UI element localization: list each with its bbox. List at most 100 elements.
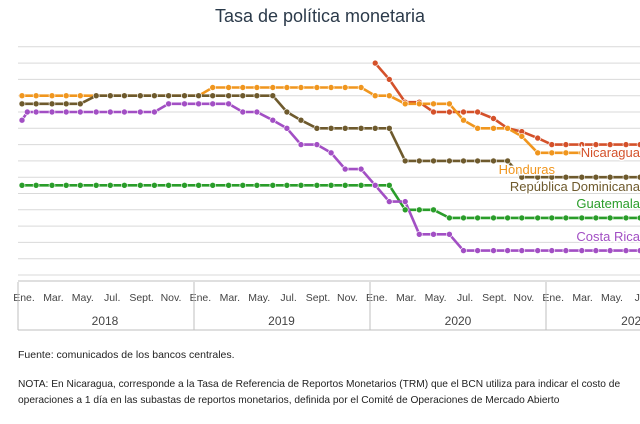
data-point [62,100,70,108]
data-point [62,182,70,189]
data-point [415,157,423,165]
data-point [490,115,497,122]
data-point [622,141,630,148]
x-tick-label: Sept. [482,292,507,304]
data-point [195,100,202,108]
data-point [327,182,335,189]
data-point [504,157,511,165]
data-point [518,247,526,254]
data-point [446,108,453,116]
data-point [504,125,511,132]
data-point [313,141,321,148]
data-point [636,173,640,181]
data-point [283,84,291,91]
data-point [446,231,453,238]
x-tick-label: Nov. [161,292,182,304]
year-label: 2020 [445,314,472,328]
data-point [460,157,467,165]
x-tick-label: Ene. [542,292,564,304]
data-point [446,214,453,222]
data-point [107,92,114,99]
data-point [460,214,467,222]
data-point [474,214,481,222]
data-point [562,141,570,148]
data-point [518,173,526,181]
data-point [578,141,586,148]
data-point [401,206,409,214]
data-point [490,247,497,254]
data-point [23,108,31,116]
series-lines [20,62,640,252]
series-markers [18,59,640,254]
data-point [341,125,349,132]
data-point [151,182,158,189]
data-point [474,247,481,254]
data-point [460,116,467,124]
series-label-halo: Honduras [499,162,556,177]
x-tick-label: May. [248,292,270,304]
x-tick-label: May. [601,292,623,304]
data-point [48,182,56,189]
data-point [18,182,26,189]
data-point [622,149,630,157]
x-tick-label: May. [72,292,94,304]
data-point [578,247,586,254]
data-point [562,149,570,157]
data-point [578,149,586,157]
series-label-halo: Nicaragua [581,145,640,160]
series-labels: NicaraguaNicaraguaHondurasHondurasRepúbl… [497,144,640,246]
data-point [107,108,114,116]
data-point [269,182,277,189]
data-point [18,92,26,99]
x-tick-label: Ene. [190,292,212,304]
data-point [341,182,349,189]
data-point [415,206,423,214]
data-point [283,108,291,116]
data-point [490,214,497,222]
data-point [225,100,232,108]
data-point [371,59,379,67]
data-point [165,182,172,189]
data-point [297,116,305,124]
data-point [253,84,261,91]
data-point [297,141,305,148]
data-point [430,157,437,165]
data-point [48,92,56,99]
data-point [490,157,497,165]
data-point [121,108,128,116]
x-tick-label: Jul. [457,292,473,304]
data-point [137,92,144,99]
x-tick-label: Ene. [13,292,35,304]
data-point [77,108,84,116]
series-label: Honduras [499,162,556,177]
data-point [534,134,542,142]
data-point [534,247,542,254]
series-label: Nicaragua [581,145,640,160]
data-point [548,247,556,254]
x-tick-label: May. [425,292,447,304]
data-point [32,100,40,108]
x-tick-label: Jul [635,292,640,304]
data-point [534,214,542,222]
data-point [430,206,437,214]
data-point [121,92,128,99]
data-point [209,84,216,91]
data-point [460,108,467,116]
data-point [562,214,570,222]
data-point [385,92,393,99]
data-point [401,100,409,108]
data-point [562,173,570,181]
data-point [592,214,600,222]
data-point [32,182,40,189]
x-tick-label: Nov. [513,292,534,304]
x-tick-label: Sept. [129,292,154,304]
data-point [239,84,247,91]
data-point [239,92,247,99]
data-point [18,116,26,124]
data-point [371,92,379,99]
x-tick-labels: Ene. Mar. May. Jul. Sept. Nov. Ene. Mar. May. Jul… [13,280,640,331]
data-point [357,182,365,189]
data-point [385,76,393,83]
data-point [430,108,437,116]
data-point [636,247,640,254]
